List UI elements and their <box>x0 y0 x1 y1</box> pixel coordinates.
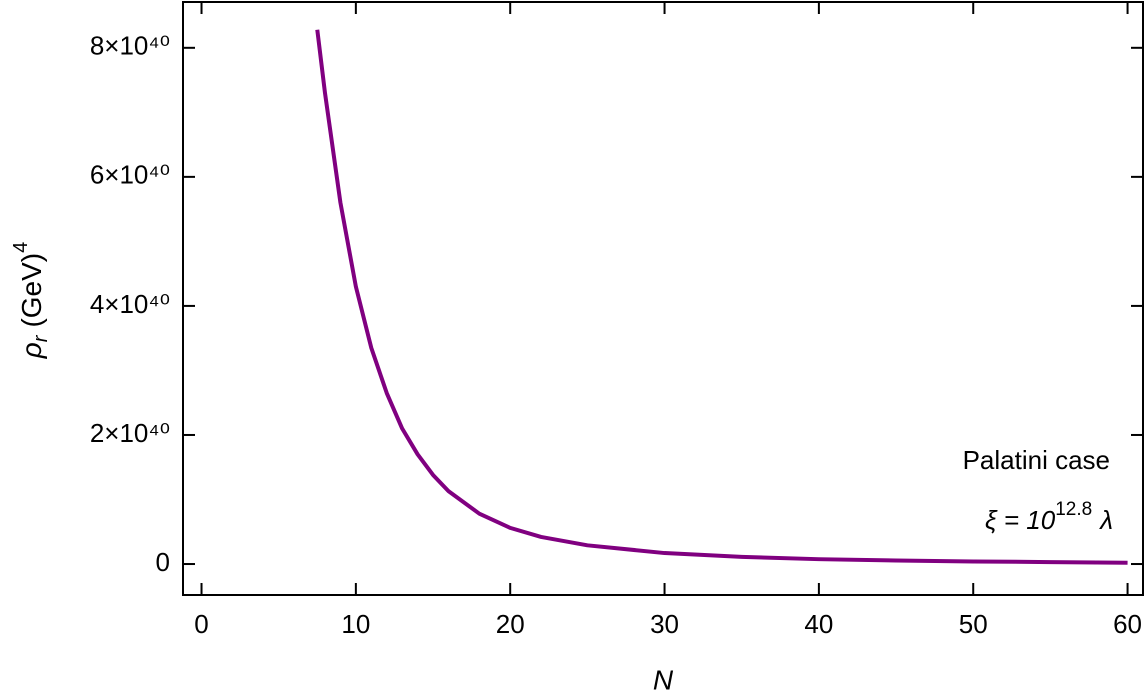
annotation-text: ξ = 10 <box>985 505 1056 535</box>
y-tick-label: 4×10⁴⁰ <box>90 289 170 319</box>
x-axis-label: N <box>653 664 674 695</box>
y-tick-label: 6×10⁴⁰ <box>90 160 170 190</box>
annotation-tail: λ <box>1098 505 1113 535</box>
y-label-base: ρ <box>16 342 47 359</box>
y-label-sub: r <box>30 334 52 342</box>
y-tick-label: 2×10⁴⁰ <box>90 418 170 448</box>
plot-frame <box>182 1 1144 596</box>
x-tick-label: 60 <box>1113 609 1142 639</box>
x-tick-label: 10 <box>341 609 370 639</box>
y-axis-label: ρr (GeV)4 <box>10 242 52 360</box>
y-tick-label: 8×10⁴⁰ <box>90 31 170 61</box>
y-tick-label: 0 <box>156 547 170 577</box>
x-tick-label: 40 <box>804 609 833 639</box>
x-tick-label: 30 <box>650 609 679 639</box>
x-tick-label: 20 <box>496 609 525 639</box>
annotation-sup: 12.8 <box>1055 499 1092 520</box>
x-tick-label: 50 <box>959 609 988 639</box>
annotation: Palatini case <box>963 445 1110 475</box>
y-label-sup: 4 <box>10 242 32 253</box>
data-line <box>315 29 1128 565</box>
x-tick-label: 0 <box>194 609 208 639</box>
y-label-unit: (GeV) <box>16 253 47 328</box>
annotation: ξ = 1012.8 λ <box>985 499 1113 535</box>
